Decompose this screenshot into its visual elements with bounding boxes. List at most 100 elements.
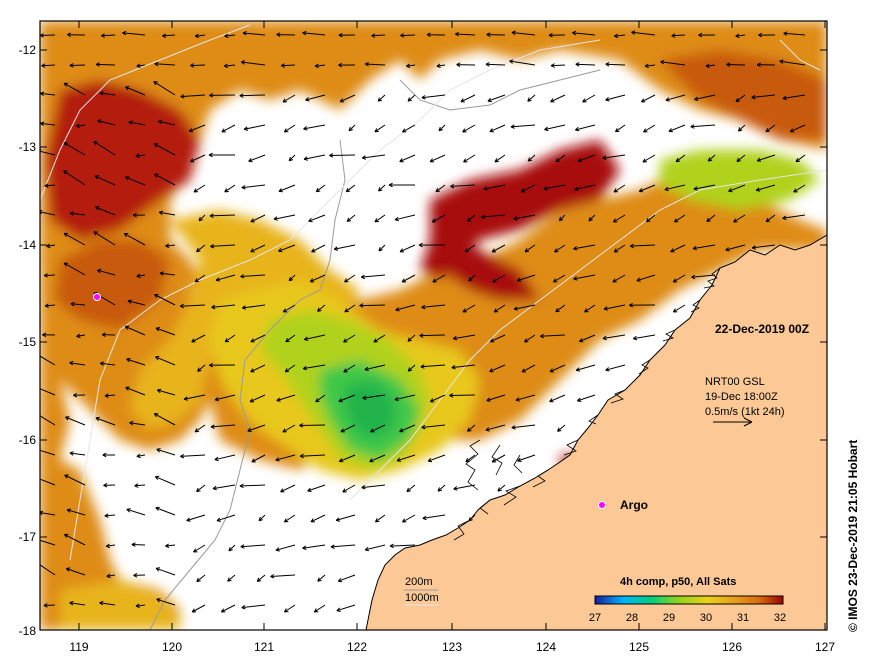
current-arrow-icon (125, 386, 146, 396)
current-arrow-icon (631, 30, 656, 36)
current-arrow-icon (275, 544, 296, 552)
y-tick-label: -13 (18, 140, 36, 154)
current-arrow-icon (605, 364, 626, 372)
current-arrow-icon (194, 274, 206, 283)
current-arrow-icon (543, 184, 566, 191)
current-arrow-icon (429, 394, 446, 403)
current-arrow-icon (464, 244, 476, 253)
current-arrow-icon (303, 124, 326, 131)
current-arrow-icon (190, 63, 206, 68)
current-arrow-icon (310, 514, 326, 523)
current-arrow-icon (706, 214, 716, 223)
current-arrow-icon (156, 598, 176, 606)
current-arrow-icon (99, 600, 116, 606)
current-arrow-icon (330, 544, 356, 549)
current-arrow-icon (573, 244, 596, 251)
y-tick-label: -15 (18, 335, 36, 349)
current-arrow-icon (550, 63, 566, 68)
x-tick-label: 122 (346, 640, 368, 654)
current-arrow-icon (303, 334, 326, 341)
current-arrow-icon (209, 93, 236, 98)
current-arrow-icon (95, 206, 116, 216)
current-arrow-icon (521, 364, 536, 373)
current-arrow-icon (131, 542, 146, 547)
current-arrow-icon (317, 304, 326, 312)
sst-field (40, 21, 827, 630)
current-arrow-icon (644, 63, 656, 69)
current-arrow-icon (338, 62, 356, 68)
current-arrow-icon (156, 388, 176, 396)
current-arrow-icon (317, 574, 326, 582)
current-arrow-icon (127, 299, 146, 306)
current-arrow-icon (549, 364, 566, 373)
current-arrow-icon (122, 30, 146, 36)
current-arrow-icon (183, 394, 206, 401)
current-arrow-icon (361, 154, 386, 160)
current-time-label: 19-Dec 18:00Z (705, 391, 778, 403)
current-arrow-icon (660, 59, 686, 66)
current-arrow-icon (485, 62, 506, 67)
current-arrow-icon (250, 334, 266, 343)
current-arrow-icon (574, 184, 596, 191)
current-arrow-icon (125, 176, 146, 186)
current-arrow-icon (158, 210, 176, 216)
current-arrow-icon (401, 514, 416, 523)
current-arrow-icon (299, 423, 326, 428)
current-arrow-icon (101, 332, 116, 337)
current-arrow-icon (460, 94, 476, 103)
current-arrow-icon (418, 242, 446, 248)
current-arrow-icon (224, 33, 236, 39)
current-arrow-icon (364, 61, 386, 67)
current-arrow-icon (240, 544, 266, 549)
land-australia (365, 234, 827, 630)
current-arrow-icon (196, 574, 206, 583)
current-arrow-icon (614, 124, 626, 133)
current-arrow-icon (40, 478, 56, 486)
current-arrow-icon (65, 416, 86, 426)
colorbar-tick: 32 (773, 612, 787, 624)
current-arrow-icon (782, 214, 806, 221)
current-arrow-icon (665, 94, 686, 102)
current-arrow-icon (309, 274, 326, 283)
current-arrow-icon (613, 184, 626, 193)
current-arrow-icon (157, 119, 176, 126)
bathymetry-legend-1000m: 1000m (405, 592, 439, 604)
current-arrow-icon (63, 533, 86, 546)
current-arrow-icon (602, 334, 626, 341)
current-arrow-icon (63, 170, 86, 186)
current-arrow-icon (361, 484, 386, 490)
current-arrow-icon (66, 32, 86, 38)
current-arrow-icon (212, 484, 236, 491)
current-arrow-icon (555, 154, 566, 163)
current-arrow-icon (468, 514, 476, 522)
current-arrow-icon (132, 212, 146, 218)
current-arrow-icon (333, 244, 356, 251)
current-arrow-icon (155, 356, 176, 366)
current-arrow-icon (194, 33, 206, 39)
current-arrow-icon (103, 483, 116, 488)
current-arrow-icon (250, 364, 266, 373)
current-arrow-icon (156, 448, 176, 456)
current-arrow-icon (693, 184, 716, 191)
coast-detail (453, 267, 721, 541)
current-arrow-icon (302, 364, 326, 371)
x-tick-label: 119 (69, 640, 89, 654)
current-arrow-icon (733, 214, 746, 223)
current-arrow-icon (426, 32, 446, 37)
current-arrow-icon (93, 231, 116, 246)
current-arrow-icon (196, 484, 206, 493)
current-arrow-icon (374, 214, 386, 223)
current-arrow-icon (406, 63, 416, 68)
current-arrow-icon (220, 604, 236, 613)
current-arrow-icon (315, 184, 326, 193)
current-arrow-icon (378, 184, 386, 192)
current-arrow-icon (707, 154, 716, 162)
current-arrow-icon (751, 94, 776, 100)
current-arrow-icon (462, 124, 476, 133)
current-arrow-icon (336, 604, 356, 612)
current-arrow-icon (389, 543, 416, 549)
current-arrow-icon (527, 154, 536, 162)
current-arrow-icon (210, 424, 236, 429)
current-arrow-icon (278, 184, 296, 193)
current-arrow-icon (756, 62, 776, 68)
